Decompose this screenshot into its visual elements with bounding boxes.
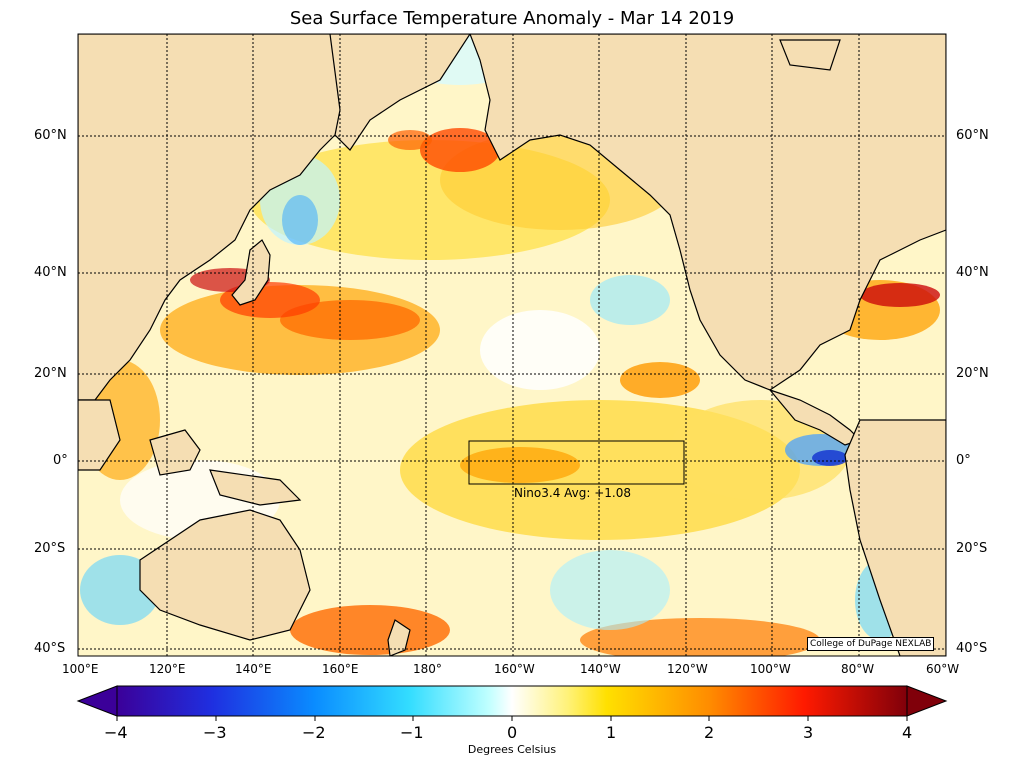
lon-label: 120°W <box>667 662 708 676</box>
lat-label-right: 60°N <box>956 128 989 143</box>
lon-label: 160°E <box>322 662 359 676</box>
colorbar <box>76 685 948 721</box>
colorbar-tick: −4 <box>104 723 128 742</box>
colorbar-label: Degrees Celsius <box>467 743 557 756</box>
lat-label-left: 40°S <box>34 641 66 656</box>
colorbar-tick: −2 <box>302 723 326 742</box>
lat-label-left: 40°N <box>34 265 67 280</box>
colorbar-tick: 0 <box>507 723 518 742</box>
lon-label: 160°W <box>494 662 535 676</box>
lat-label-right: 20°S <box>956 541 988 556</box>
lat-label-right: 40°N <box>956 265 989 280</box>
colorbar-max-extend <box>906 685 948 717</box>
lon-label: 100°E <box>62 662 99 676</box>
lon-label: 80°W <box>841 662 875 676</box>
land-masses <box>78 34 946 656</box>
credit-label: College of DuPage NEXLAB <box>807 637 935 651</box>
lon-label: 140°E <box>235 662 272 676</box>
lat-label-right: 0° <box>956 453 971 468</box>
colorbar-tick: 2 <box>704 723 715 742</box>
nino34-box <box>468 440 685 485</box>
colorbar-tick: 4 <box>902 723 913 742</box>
lat-label-left: 20°S <box>34 541 66 556</box>
lat-label-left: 20°N <box>34 366 67 381</box>
lon-label: 180° <box>413 662 442 676</box>
colorbar-tick: −3 <box>203 723 227 742</box>
lon-label: 60°W <box>926 662 960 676</box>
lon-label: 120°E <box>149 662 186 676</box>
lon-label: 140°W <box>580 662 621 676</box>
lat-label-right: 20°N <box>956 366 989 381</box>
lat-label-left: 60°N <box>34 128 67 143</box>
colorbar-tick: 1 <box>606 723 617 742</box>
lat-label-left: 0° <box>53 453 68 468</box>
colorbar-min-extend <box>76 685 118 717</box>
map-title: Sea Surface Temperature Anomaly - Mar 14… <box>289 8 735 29</box>
graticule <box>78 34 946 656</box>
lon-label: 100°W <box>750 662 791 676</box>
colorbar-tick: −1 <box>400 723 424 742</box>
nino34-label: Nino3.4 Avg: +1.08 <box>514 486 632 500</box>
colorbar-fill <box>117 686 907 716</box>
map-frame <box>77 33 947 657</box>
colorbar-tick: 3 <box>803 723 814 742</box>
lat-label-right: 40°S <box>956 641 988 656</box>
